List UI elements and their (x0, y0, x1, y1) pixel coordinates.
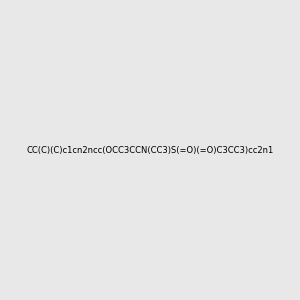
Text: CC(C)(C)c1cn2ncc(OCC3CCN(CC3)S(=O)(=O)C3CC3)cc2n1: CC(C)(C)c1cn2ncc(OCC3CCN(CC3)S(=O)(=O)C3… (26, 146, 274, 154)
